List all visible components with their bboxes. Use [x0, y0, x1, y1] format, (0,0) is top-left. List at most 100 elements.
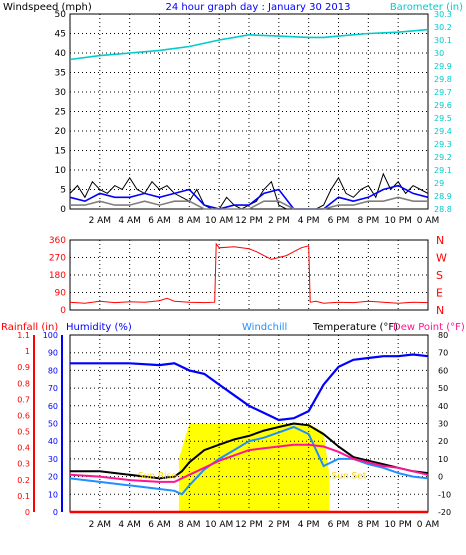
time-tick-label: 10 AM — [205, 520, 233, 530]
barometer-tick-label: 30.2 — [434, 23, 452, 32]
humidity-tick-label: 100 — [43, 331, 58, 340]
wind-average-line — [70, 196, 428, 210]
chart-title: 24 hour graph day : January 30 2013 — [166, 2, 351, 13]
time-tick-label: 2 AM — [89, 216, 112, 226]
temperature-line — [70, 422, 429, 480]
wind-direction-line — [69, 242, 429, 304]
time-tick-label: 2 PM — [268, 216, 290, 226]
humidity-tick-label: 0 — [53, 508, 58, 517]
windspeed-tick-label: 20 — [55, 127, 67, 137]
time-tick-label: 6 AM — [148, 216, 171, 226]
barometer-tick-label: 29.4 — [434, 127, 452, 136]
wind-gust-line — [69, 184, 429, 210]
time-tick-label: 4 AM — [118, 520, 141, 530]
humidity-axis-label: Humidity (%) — [66, 322, 132, 333]
windspeed-tick-label: 5 — [60, 186, 66, 196]
wind-direction-tick-label: 90 — [55, 289, 67, 299]
time-tick-label: 0 AM — [417, 520, 440, 530]
barometer-tick-label: 30.3 — [434, 10, 452, 19]
windspeed-tick-label: 15 — [55, 147, 66, 157]
temperature-tick-label: 80 — [438, 331, 448, 340]
humidity-tick-label: 80 — [48, 366, 58, 375]
rainfall-tick-label: 1 — [25, 347, 30, 356]
compass-label: W — [436, 252, 447, 265]
time-tick-label: 4 PM — [298, 216, 320, 226]
time-tick-label: 6 AM — [148, 520, 171, 530]
barometer-line — [69, 28, 429, 61]
time-tick-label: 10 PM — [384, 520, 412, 530]
rainfall-tick-label: 0.9 — [17, 363, 30, 372]
sunset-label: Sun Set — [332, 471, 367, 481]
humidity-line — [70, 353, 429, 422]
humidity-tick-label: 10 — [48, 490, 58, 499]
wind-direction-tick-label: 360 — [49, 236, 66, 246]
temperature-tick-label: 0 — [438, 473, 443, 482]
time-tick-label: 8 AM — [178, 520, 201, 530]
time-tick-label: 2 PM — [268, 520, 290, 530]
rainfall-tick-label: 0.8 — [17, 379, 30, 388]
time-tick-label: 4 AM — [118, 216, 141, 226]
time-tick-label: 8 AM — [178, 216, 201, 226]
windchill-line — [69, 425, 429, 496]
wind-direction-tick-label: 270 — [49, 254, 66, 264]
compass-label: N — [436, 234, 444, 247]
time-tick-label: 0 AM — [417, 216, 440, 226]
windspeed-tick-label: 35 — [55, 69, 66, 79]
time-tick-label: 10 AM — [205, 216, 233, 226]
barometer-tick-label: 29 — [434, 179, 444, 188]
rainfall-tick-label: 0.2 — [17, 476, 30, 485]
windspeed-tick-label: 30 — [55, 88, 67, 98]
humidity-tick-label: 40 — [48, 437, 58, 446]
windspeed-tick-label: 50 — [55, 10, 67, 20]
dewpoint-line — [69, 443, 429, 483]
time-tick-label: 10 PM — [384, 216, 412, 226]
humidity-tick-label: 50 — [48, 420, 58, 429]
temperature-tick-label: -10 — [438, 490, 451, 499]
time-tick-label: 4 PM — [298, 520, 320, 530]
rainfall-tick-label: 0.3 — [17, 460, 30, 469]
windspeed-tick-label: 40 — [55, 49, 67, 59]
temperature-tick-label: 60 — [438, 366, 448, 375]
barometer-tick-label: 29.6 — [434, 101, 452, 110]
barometer-tick-label: 28.9 — [434, 192, 452, 201]
compass-label: N — [436, 304, 444, 317]
dewpoint-axis-label: Dew Point (°F) — [393, 322, 465, 333]
temperature-tick-label: -20 — [438, 508, 451, 517]
barometer-axis-label: Barometer (in) — [390, 2, 463, 13]
barometer-tick-label: 29.9 — [434, 62, 452, 71]
temperature-tick-label: 30 — [438, 420, 448, 429]
barometer-tick-label: 30 — [434, 49, 444, 58]
rainfall-tick-label: 0.5 — [17, 428, 30, 437]
sunrise-label: Sun Rise — [138, 471, 177, 481]
windspeed-tick-label: 10 — [55, 166, 67, 176]
rainfall-tick-label: 0.4 — [17, 444, 30, 453]
barometer-tick-label: 28.8 — [434, 205, 452, 214]
humidity-tick-label: 20 — [48, 473, 58, 482]
time-tick-label: 6 PM — [328, 520, 350, 530]
windspeed-tick-label: 0 — [60, 205, 66, 215]
compass-label: E — [436, 287, 443, 300]
windchill-axis-label: Windchill — [242, 322, 287, 333]
temperature-tick-label: 20 — [438, 437, 448, 446]
humidity-tick-label: 90 — [48, 349, 58, 358]
humidity-tick-label: 30 — [48, 455, 58, 464]
wind-direction-tick-label: 0 — [60, 306, 66, 316]
temperature-tick-label: 10 — [438, 455, 448, 464]
windspeed-tick-label: 25 — [55, 108, 66, 118]
rainfall-tick-label: 1.1 — [17, 331, 30, 340]
time-tick-label: 12 PM — [235, 520, 263, 530]
rainfall-tick-label: 0.6 — [17, 411, 30, 420]
time-tick-label: 2 AM — [89, 520, 112, 530]
humidity-tick-label: 70 — [48, 384, 58, 393]
time-tick-label: 12 PM — [235, 216, 263, 226]
time-tick-label: 8 PM — [357, 520, 379, 530]
compass-label: S — [436, 269, 443, 282]
time-tick-label: 8 PM — [357, 216, 379, 226]
barometer-tick-label: 29.8 — [434, 75, 452, 84]
solar-area — [178, 423, 330, 512]
temperature-tick-label: 50 — [438, 384, 448, 393]
time-tick-label: 6 PM — [328, 216, 350, 226]
windspeed-axis-label: Windspeed (mph) — [3, 2, 92, 13]
temperature-tick-label: 70 — [438, 349, 448, 358]
